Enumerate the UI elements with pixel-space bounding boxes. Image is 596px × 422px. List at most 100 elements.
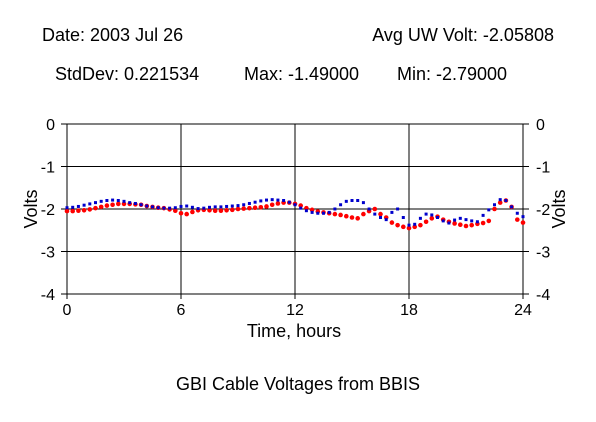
data-point-blue xyxy=(367,207,371,211)
data-point-red xyxy=(492,206,497,212)
data-point-red xyxy=(252,205,258,211)
data-point-blue xyxy=(339,203,343,207)
data-point-blue xyxy=(196,207,200,211)
data-point-blue xyxy=(208,205,211,209)
x-axis-label: Time, hours xyxy=(247,321,341,341)
data-point-blue xyxy=(350,199,354,202)
data-point-red xyxy=(173,208,178,213)
data-point-red xyxy=(98,204,104,210)
data-point-blue xyxy=(510,205,514,209)
data-point-blue xyxy=(173,206,177,210)
data-point-blue xyxy=(481,213,485,217)
data-point-blue xyxy=(453,218,457,222)
data-point-blue xyxy=(447,221,451,225)
data-point-red xyxy=(406,225,412,231)
data-point-blue xyxy=(396,207,400,211)
data-point-blue xyxy=(299,206,303,210)
data-point-blue xyxy=(213,205,217,209)
data-point-blue xyxy=(276,198,280,202)
date-label: Date: 2003 Jul 26 xyxy=(42,25,184,45)
data-point-red xyxy=(104,203,110,208)
data-point-red xyxy=(207,207,212,213)
data-point-blue xyxy=(441,219,445,223)
data-point-red xyxy=(469,222,475,228)
data-point-red xyxy=(218,208,224,213)
data-point-red xyxy=(235,206,241,212)
x-tick-label: 0 xyxy=(63,302,72,319)
data-point-blue xyxy=(373,212,377,216)
data-point-blue xyxy=(99,199,103,203)
data-point-blue xyxy=(464,218,468,222)
data-point-blue xyxy=(94,201,97,205)
y-tick-label-right: -3 xyxy=(536,245,550,262)
data-point-blue xyxy=(407,223,411,227)
data-point-red xyxy=(497,200,503,205)
data-point-blue xyxy=(356,199,360,202)
series-blue-points xyxy=(65,198,525,227)
y-tick-label-left: -1 xyxy=(41,160,55,177)
data-point-red xyxy=(361,211,366,217)
data-point-red xyxy=(423,219,429,225)
stddev-label: StdDev: 0.221534 xyxy=(55,64,200,84)
data-point-blue xyxy=(424,212,428,216)
data-point-red xyxy=(418,222,423,228)
data-point-blue xyxy=(413,222,417,226)
data-point-blue xyxy=(71,205,75,209)
data-point-blue xyxy=(361,201,365,205)
y-tick-label-left: -2 xyxy=(41,202,55,219)
data-point-blue xyxy=(418,216,422,220)
data-point-red xyxy=(224,207,229,213)
y-tick-label-right: -2 xyxy=(536,202,550,219)
data-point-blue xyxy=(327,210,331,214)
data-point-blue xyxy=(185,204,189,208)
y-axis-label-right: Volts xyxy=(549,189,569,228)
y-tick-label-left: -4 xyxy=(41,287,55,304)
data-point-blue xyxy=(162,206,166,210)
data-point-red xyxy=(258,205,264,210)
data-point-blue xyxy=(151,205,154,209)
data-point-red xyxy=(178,210,184,216)
data-point-blue xyxy=(265,198,268,202)
data-point-blue xyxy=(470,219,474,223)
data-point-blue xyxy=(219,205,223,209)
data-point-blue xyxy=(65,206,69,210)
x-tick-label: 12 xyxy=(286,302,304,319)
data-point-blue xyxy=(310,210,314,214)
data-point-red xyxy=(116,201,121,207)
data-point-blue xyxy=(225,204,229,208)
data-point-red xyxy=(372,206,378,212)
data-point-red xyxy=(520,220,526,225)
data-point-red xyxy=(275,201,281,206)
data-point-blue xyxy=(105,199,109,202)
data-point-blue xyxy=(168,206,172,210)
data-point-blue xyxy=(253,200,257,204)
data-point-red xyxy=(64,208,70,214)
data-point-blue xyxy=(333,207,337,211)
data-point-blue xyxy=(475,220,479,224)
data-point-red xyxy=(401,224,406,230)
data-point-blue xyxy=(259,199,263,203)
data-point-red xyxy=(110,202,115,208)
tick-labels: 0 0 -1 -1 -2 -2 -3 -3 -4 -4 0 6 12 18 24 xyxy=(41,117,551,319)
data-point-blue xyxy=(458,216,462,220)
data-point-blue xyxy=(504,199,508,202)
data-point-blue xyxy=(122,199,126,203)
data-point-blue xyxy=(270,198,274,202)
data-point-blue xyxy=(379,216,382,219)
data-point-blue xyxy=(116,199,120,202)
data-point-blue xyxy=(493,203,496,207)
data-point-blue xyxy=(498,198,502,202)
data-point-blue xyxy=(487,208,491,212)
x-tick-label: 18 xyxy=(400,302,418,319)
data-point-red xyxy=(190,209,195,215)
data-point-blue xyxy=(247,201,251,205)
data-point-blue xyxy=(202,206,206,210)
data-point-blue xyxy=(145,204,149,208)
data-point-blue xyxy=(293,203,297,207)
data-point-red xyxy=(93,205,98,211)
min-label: Min: -2.79000 xyxy=(397,64,508,84)
data-point-blue xyxy=(384,218,388,222)
data-point-blue xyxy=(236,204,240,208)
data-point-blue xyxy=(304,209,308,213)
